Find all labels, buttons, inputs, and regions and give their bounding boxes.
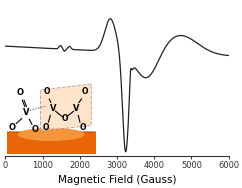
X-axis label: Magnetic Field (Gauss): Magnetic Field (Gauss) bbox=[58, 175, 176, 185]
